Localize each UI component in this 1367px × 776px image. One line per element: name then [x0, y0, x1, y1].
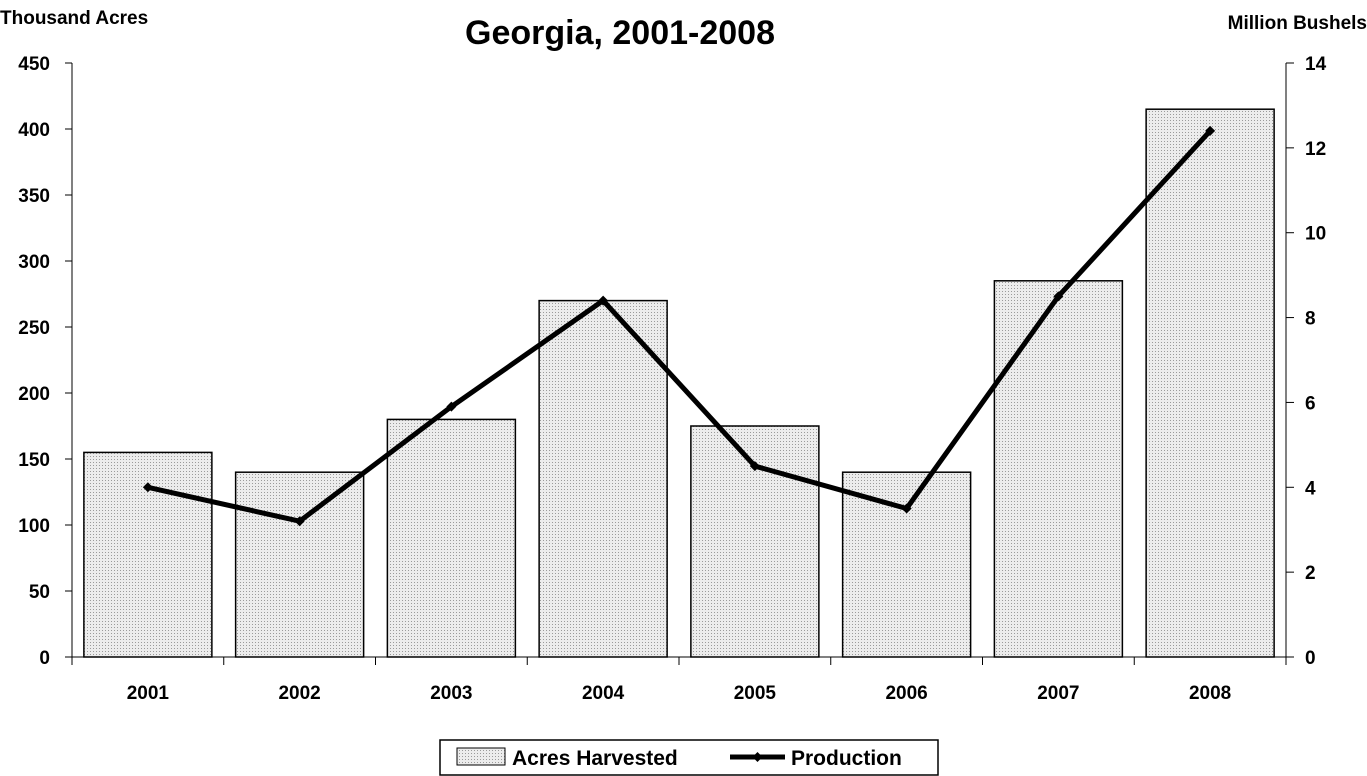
x-tick-label: 2005: [734, 683, 777, 704]
production-marker-2002: [294, 516, 305, 527]
production-line: [147, 129, 1212, 524]
x-tick-label: 2004: [582, 683, 625, 704]
left-tick-label: 300: [18, 252, 50, 273]
left-tick-label: 50: [29, 582, 50, 603]
left-tick-label: 150: [18, 450, 50, 471]
production-marker-2004: [598, 295, 609, 306]
axes: 0 50 100 150 200 250 300 350 400 450 0 2 4 6 8 10 12 14 20…: [18, 54, 1326, 704]
bar-2005: [690, 425, 820, 658]
bar-2006: [841, 471, 972, 658]
x-tick-label: 2001: [127, 683, 170, 704]
production-marker-2008: [1205, 125, 1216, 136]
bar-2004: [538, 299, 668, 658]
left-tick-label: 450: [18, 54, 50, 75]
left-tick-label: 250: [18, 318, 50, 339]
bar-2002: [234, 471, 365, 658]
right-tick-label: 10: [1305, 224, 1326, 245]
right-tick-label: 4: [1305, 478, 1316, 499]
x-tick-label: 2006: [885, 683, 927, 704]
right-tick-label: 6: [1305, 393, 1316, 414]
bar-2003: [386, 418, 517, 658]
production-marker-2007: [1053, 291, 1064, 302]
x-tick-label: 2007: [1037, 683, 1079, 704]
legend-box: [439, 739, 939, 776]
left-tick-label: 100: [18, 516, 50, 537]
legend-marker-production: [752, 752, 763, 762]
legend: Acres Harvested Production: [439, 739, 939, 776]
bar-2008: [1145, 108, 1275, 658]
right-tick-label: 2: [1305, 563, 1316, 584]
left-tick-label: 200: [18, 384, 50, 405]
production-marker-2005: [749, 461, 760, 472]
left-tick-label: 400: [18, 120, 50, 141]
right-tick-label: 0: [1305, 648, 1316, 669]
line-series: [142, 125, 1216, 527]
legend-swatch-acres: [456, 747, 506, 766]
left-axis-label: Thousand Acres: [0, 8, 148, 29]
legend-label-acres: Acres Harvested: [512, 747, 678, 770]
right-tick-label: 14: [1305, 54, 1327, 75]
left-tick-label: 0: [39, 648, 50, 669]
bar-2007: [993, 280, 1124, 658]
right-tick-label: 8: [1305, 309, 1316, 330]
x-tick-label: 2002: [278, 683, 320, 704]
bar-series: [83, 108, 1275, 658]
legend-label-production: Production: [791, 747, 902, 770]
production-marker-2006: [901, 503, 912, 514]
production-marker-2003: [446, 401, 457, 412]
right-axis-label: Million Bushels: [1228, 13, 1367, 34]
chart-title: Georgia, 2001-2008: [465, 14, 775, 52]
x-tick-label: 2008: [1189, 683, 1231, 704]
x-tick-label: 2003: [430, 683, 472, 704]
right-tick-label: 12: [1305, 139, 1326, 160]
production-marker-2001: [142, 482, 153, 493]
left-tick-label: 350: [18, 186, 50, 207]
